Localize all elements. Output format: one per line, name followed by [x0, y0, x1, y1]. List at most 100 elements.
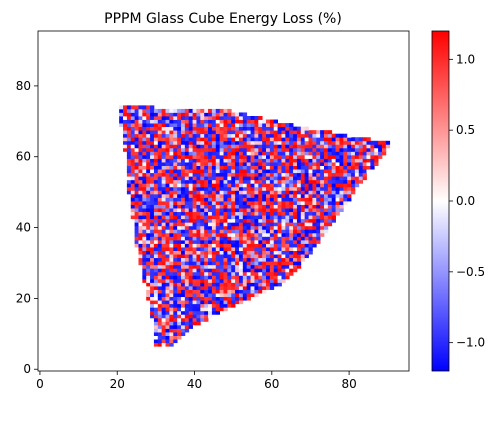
heatmap-cell [153, 300, 159, 305]
heatmap-cell [269, 204, 275, 209]
heatmap-cell [215, 126, 221, 131]
heatmap-cell [308, 137, 313, 142]
heatmap-cell [150, 314, 155, 319]
heatmap-cell [339, 179, 344, 184]
heatmap-cell [358, 154, 364, 159]
heatmap-cell [138, 105, 143, 110]
heatmap-cell [200, 289, 205, 294]
heatmap-cell [320, 211, 325, 216]
heatmap-cell [169, 332, 174, 336]
heatmap-cell [223, 286, 228, 290]
heatmap-cell [219, 165, 224, 170]
heatmap-cell [184, 236, 190, 241]
heatmap-cell [231, 172, 236, 177]
heatmap-cell [161, 275, 166, 280]
heatmap-cell [219, 303, 224, 308]
heatmap-cell [223, 278, 228, 283]
heatmap-cell [188, 314, 193, 319]
heatmap-cell [246, 193, 251, 198]
heatmap-cell [200, 193, 205, 198]
heatmap-cell [211, 208, 217, 213]
heatmap-cell [184, 126, 190, 131]
heatmap-cell [219, 211, 224, 216]
heatmap-cell [196, 116, 201, 120]
heatmap-cell [335, 140, 340, 145]
heatmap-cell [246, 239, 251, 244]
heatmap-cell [169, 261, 174, 266]
heatmap-cell [246, 208, 251, 213]
heatmap-cell [254, 162, 259, 166]
heatmap-cell [273, 176, 278, 181]
heatmap-cell [196, 232, 201, 237]
heatmap-cell [242, 264, 248, 269]
heatmap-cell [335, 208, 340, 213]
heatmap-cell [165, 286, 170, 290]
heatmap-cell [173, 130, 178, 135]
heatmap-cell [296, 176, 302, 181]
heatmap-cell [250, 130, 255, 135]
heatmap-cell [277, 154, 282, 159]
heatmap-cell [242, 225, 248, 230]
heatmap-cell [262, 179, 267, 184]
heatmap-cell [188, 250, 193, 255]
heatmap-cell [157, 275, 163, 280]
heatmap-cell [173, 215, 178, 220]
heatmap-cell [161, 225, 166, 230]
heatmap-cell [223, 232, 228, 237]
heatmap-cell [208, 268, 213, 273]
heatmap-cell [161, 197, 166, 202]
heatmap-cell [235, 201, 240, 205]
heatmap-cell [285, 176, 290, 181]
heatmap-cell [180, 119, 186, 124]
heatmap-cell [335, 211, 340, 216]
heatmap-cell [150, 179, 155, 184]
heatmap-cell [378, 144, 383, 149]
heatmap-cell [200, 183, 205, 188]
heatmap-cell [358, 144, 364, 149]
heatmap-cell [146, 243, 151, 248]
heatmap-cell [161, 268, 166, 273]
heatmap-cell [242, 257, 248, 262]
heatmap-cell [165, 225, 170, 230]
heatmap-cell [184, 328, 190, 333]
heatmap-cell [188, 222, 193, 227]
heatmap-cell [157, 300, 163, 305]
heatmap-cell [238, 271, 244, 276]
heatmap-cell [327, 193, 333, 198]
heatmap-cell [242, 243, 248, 248]
heatmap-cell [320, 154, 325, 159]
heatmap-cell [215, 186, 221, 191]
heatmap-cell [200, 140, 205, 145]
heatmap-cell [173, 264, 178, 269]
heatmap-cell [242, 208, 248, 213]
heatmap-cell [227, 119, 232, 124]
heatmap-cell [320, 183, 325, 188]
heatmap-cell [266, 286, 271, 290]
heatmap-cell [208, 275, 213, 280]
heatmap-cell [273, 271, 278, 276]
heatmap-cell [242, 268, 248, 273]
heatmap-cell [215, 116, 221, 120]
heatmap-cell [269, 215, 275, 220]
heatmap-cell [300, 247, 306, 251]
heatmap-cell [161, 257, 166, 262]
heatmap-cell [165, 147, 170, 152]
heatmap-cell [378, 151, 383, 156]
heatmap-cell [153, 236, 159, 241]
heatmap-cell [184, 282, 190, 287]
heatmap-cell [293, 172, 298, 177]
heatmap-cell [269, 165, 275, 170]
heatmap-cell [323, 162, 329, 166]
heatmap-cell [258, 268, 263, 273]
heatmap-cell [293, 208, 298, 213]
heatmap-cell [153, 339, 159, 344]
heatmap-cell [196, 300, 201, 305]
heatmap-cell [258, 261, 263, 266]
heatmap-cell [258, 116, 263, 120]
heatmap-cell [192, 307, 197, 312]
heatmap-cell [223, 271, 228, 276]
heatmap-cell [312, 144, 317, 149]
heatmap-cell [300, 250, 306, 255]
heatmap-cell [300, 154, 306, 159]
heatmap-cell [242, 119, 248, 124]
